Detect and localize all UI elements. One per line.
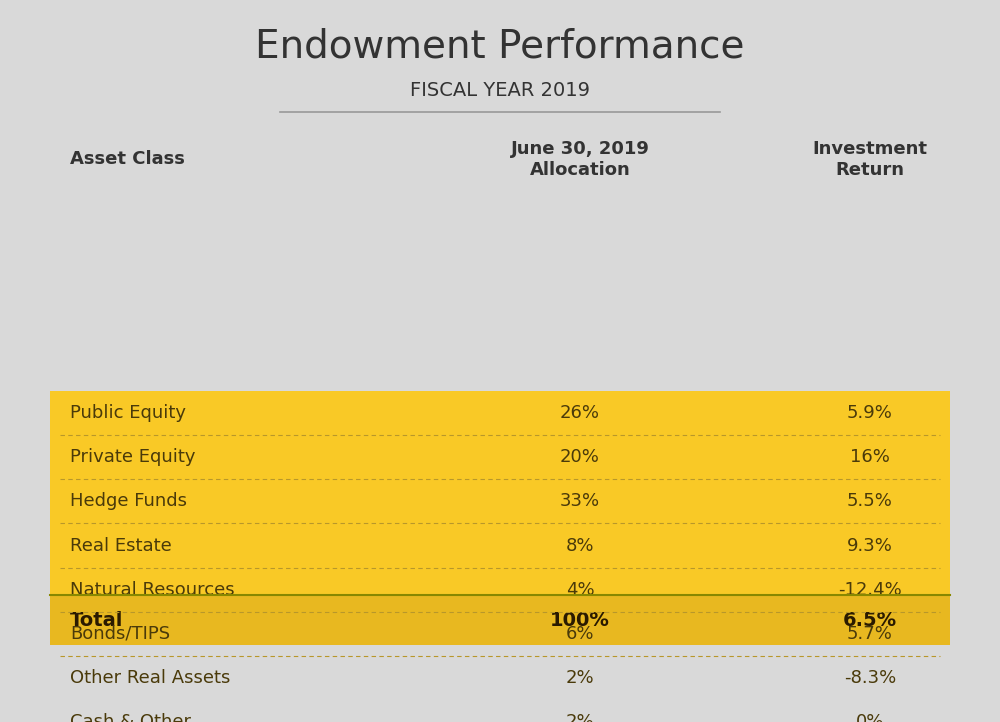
Text: 16%: 16% — [850, 448, 890, 466]
Text: -8.3%: -8.3% — [844, 669, 896, 687]
FancyBboxPatch shape — [50, 595, 950, 645]
Text: Endowment Performance: Endowment Performance — [255, 27, 745, 66]
Text: Cash & Other: Cash & Other — [70, 713, 191, 722]
Text: 33%: 33% — [560, 492, 600, 510]
Text: 6.5%: 6.5% — [843, 611, 897, 630]
Text: Asset Class: Asset Class — [70, 150, 185, 168]
Text: Natural Resources: Natural Resources — [70, 580, 235, 599]
Text: 20%: 20% — [560, 448, 600, 466]
Text: 2%: 2% — [566, 713, 594, 722]
Text: 100%: 100% — [550, 611, 610, 630]
Text: 9.3%: 9.3% — [847, 536, 893, 554]
Text: 6%: 6% — [566, 625, 594, 643]
Text: 8%: 8% — [566, 536, 594, 554]
Text: FISCAL YEAR 2019: FISCAL YEAR 2019 — [410, 81, 590, 100]
Text: 5.7%: 5.7% — [847, 625, 893, 643]
Text: 0%: 0% — [856, 713, 884, 722]
Text: Other Real Assets: Other Real Assets — [70, 669, 230, 687]
Text: 5.9%: 5.9% — [847, 404, 893, 422]
Text: Real Estate: Real Estate — [70, 536, 172, 554]
Text: 5.5%: 5.5% — [847, 492, 893, 510]
Text: Bonds/TIPS: Bonds/TIPS — [70, 625, 170, 643]
Text: 26%: 26% — [560, 404, 600, 422]
Text: Total: Total — [70, 611, 123, 630]
Text: June 30, 2019
Allocation: June 30, 2019 Allocation — [511, 140, 649, 178]
Text: 2%: 2% — [566, 669, 594, 687]
FancyBboxPatch shape — [50, 391, 950, 595]
Text: Public Equity: Public Equity — [70, 404, 186, 422]
Text: 4%: 4% — [566, 580, 594, 599]
Text: Investment
Return: Investment Return — [812, 140, 928, 178]
Text: Private Equity: Private Equity — [70, 448, 196, 466]
Text: Hedge Funds: Hedge Funds — [70, 492, 187, 510]
Text: -12.4%: -12.4% — [838, 580, 902, 599]
